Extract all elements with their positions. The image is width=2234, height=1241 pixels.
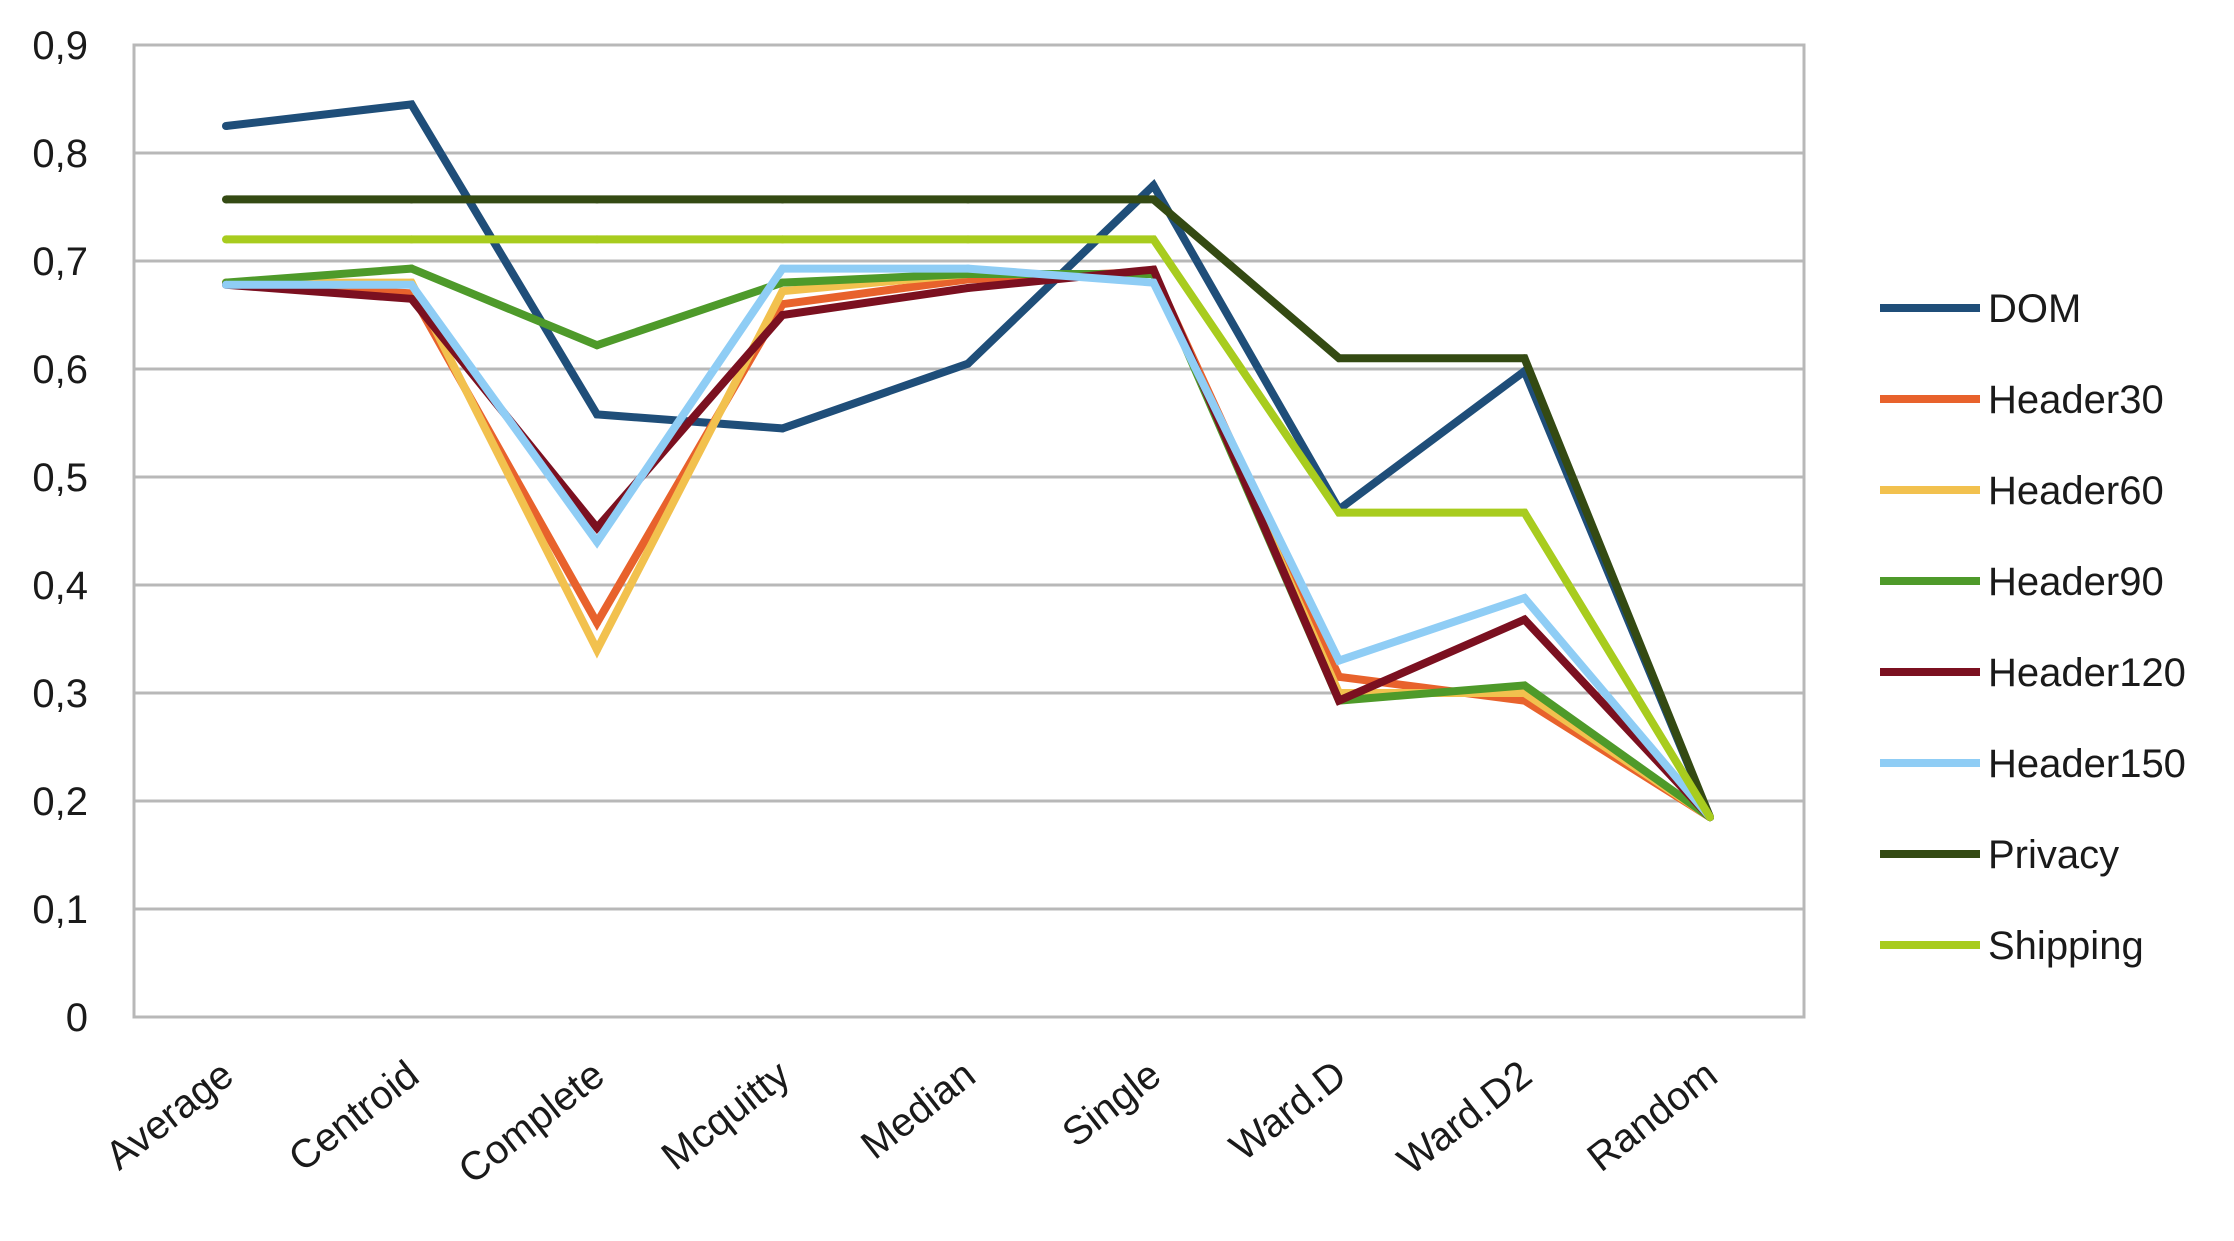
y-tick-label: 0,6 <box>32 348 88 392</box>
legend-label: Header120 <box>1988 651 2186 695</box>
data-point <box>222 195 230 204</box>
y-tick-label: 0,8 <box>32 132 88 176</box>
data-point <box>778 278 787 287</box>
data-point <box>1335 354 1343 363</box>
plot-area-frame <box>132 43 1806 1019</box>
data-point <box>1520 354 1529 363</box>
data-point <box>964 359 972 368</box>
legend: DOM Header30 Header60 Header90 Header120 Head… <box>1880 287 2186 968</box>
data-point <box>222 235 230 244</box>
legend-item: Shipping <box>1880 924 2144 968</box>
legend-item: Header90 <box>1880 560 2164 604</box>
x-tick-label: Average <box>98 1052 242 1178</box>
data-point <box>1520 508 1529 517</box>
y-tick-label: 0,9 <box>32 24 88 68</box>
series-line <box>226 235 1714 820</box>
data-point <box>593 645 601 654</box>
data-point <box>1335 696 1343 705</box>
y-tick-label: 0,1 <box>32 888 88 932</box>
legend-item: DOM <box>1880 287 2081 331</box>
legend-label: Header150 <box>1988 742 2186 786</box>
data-point <box>1149 181 1158 190</box>
data-point <box>1149 195 1158 204</box>
data-point <box>1520 681 1529 690</box>
legend-label: Header60 <box>1988 469 2164 513</box>
legend-item: Header150 <box>1880 742 2186 786</box>
data-point <box>778 235 787 244</box>
data-point <box>593 341 601 350</box>
data-point <box>407 264 416 273</box>
y-tick-label: 0,7 <box>32 240 88 284</box>
y-tick-label: 0,2 <box>32 780 88 824</box>
x-tick-label: Centroid <box>281 1052 427 1180</box>
gridlines <box>134 151 1804 911</box>
data-point <box>407 294 416 303</box>
data-point <box>407 100 416 109</box>
y-tick-label: 0,5 <box>32 456 88 500</box>
x-tick-label: Ward.D <box>1222 1052 1355 1169</box>
legend-label: DOM <box>1988 287 2081 331</box>
data-point <box>1520 593 1529 602</box>
data-point <box>222 280 230 289</box>
series-header60 <box>222 269 1714 822</box>
series-dom <box>222 100 1714 822</box>
data-point <box>407 235 416 244</box>
legend-item: Privacy <box>1880 833 2119 877</box>
data-point <box>593 195 601 204</box>
x-tick-label: Mcquitty <box>654 1052 798 1178</box>
data-point <box>778 311 787 319</box>
series-line <box>226 195 1714 819</box>
data-point <box>778 195 787 204</box>
data-point <box>1149 278 1158 287</box>
data-point <box>407 280 416 289</box>
y-axis-ticks: 0 0,1 0,2 0,3 0,4 0,5 0,6 0,7 0,8 0,9 <box>32 24 88 1040</box>
data-point <box>222 122 230 130</box>
x-tick-label: Median <box>853 1052 983 1167</box>
x-tick-label: Random <box>1579 1052 1725 1180</box>
data-point <box>593 235 601 244</box>
legend-label: Privacy <box>1988 833 2119 877</box>
data-point <box>593 523 601 532</box>
data-point <box>593 537 601 546</box>
data-point <box>1335 508 1343 517</box>
legend-item: Header120 <box>1880 651 2186 695</box>
legend-label: Header30 <box>1988 378 2164 422</box>
data-point <box>778 424 787 433</box>
x-tick-label: Single <box>1054 1052 1169 1155</box>
series-line <box>225 100 1714 819</box>
data-point <box>1706 813 1714 822</box>
legend-item: Header60 <box>1880 469 2164 513</box>
legend-item: Header30 <box>1880 378 2164 422</box>
series-lines <box>222 100 1714 822</box>
data-point <box>964 284 972 292</box>
data-point <box>1149 235 1158 244</box>
x-tick-label: Ward.D2 <box>1390 1052 1540 1183</box>
y-tick-label: 0,4 <box>32 564 88 608</box>
data-point <box>593 410 601 419</box>
x-axis-ticks: Average Centroid Complete Mcquitty Median Sin… <box>98 1052 1726 1192</box>
series-shipping <box>222 235 1714 822</box>
data-point <box>778 287 787 296</box>
data-point <box>593 618 601 627</box>
data-point <box>964 264 972 273</box>
data-point <box>407 195 416 204</box>
y-tick-label: 0,3 <box>32 672 88 716</box>
data-point <box>964 195 972 204</box>
data-point <box>1149 265 1158 274</box>
legend-label: Header90 <box>1988 560 2164 604</box>
data-point <box>964 235 972 244</box>
data-point <box>1520 615 1529 624</box>
x-tick-label: Complete <box>451 1052 613 1192</box>
data-point <box>778 264 787 273</box>
data-point <box>1335 656 1343 665</box>
legend-label: Shipping <box>1988 924 2144 968</box>
y-tick-label: 0 <box>66 996 88 1040</box>
